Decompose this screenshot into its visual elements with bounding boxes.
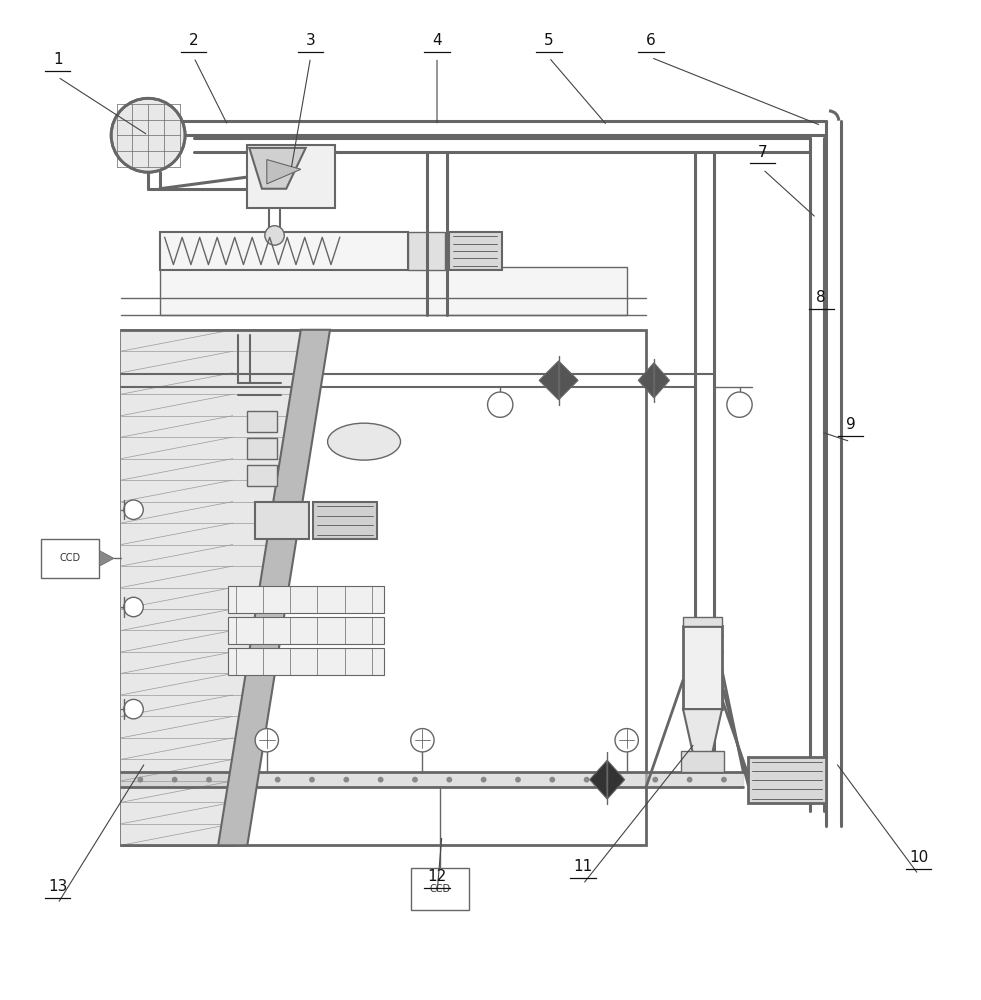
Bar	[683, 617, 722, 626]
Bar	[247, 465, 277, 486]
Circle shape	[265, 226, 284, 245]
Circle shape	[652, 777, 658, 783]
Polygon shape	[121, 330, 320, 845]
Text: 10: 10	[908, 850, 928, 865]
Circle shape	[124, 500, 143, 519]
Bar	[228, 648, 384, 675]
Polygon shape	[683, 709, 722, 753]
Bar	[411, 868, 469, 910]
Bar	[681, 751, 724, 772]
Polygon shape	[607, 760, 625, 799]
Polygon shape	[639, 363, 654, 398]
Text: 13: 13	[48, 879, 68, 894]
Bar	[41, 539, 99, 578]
Circle shape	[721, 777, 727, 783]
Circle shape	[137, 777, 143, 783]
Text: 7: 7	[758, 145, 768, 160]
Bar	[121, 330, 646, 845]
Circle shape	[255, 729, 279, 752]
Bar	[749, 757, 826, 803]
Text: 9: 9	[846, 417, 855, 432]
Polygon shape	[558, 361, 578, 400]
Bar	[247, 145, 335, 208]
Text: CCD: CCD	[60, 553, 80, 563]
Polygon shape	[654, 363, 669, 398]
Polygon shape	[99, 551, 114, 566]
Circle shape	[240, 777, 246, 783]
Circle shape	[584, 777, 590, 783]
Circle shape	[515, 777, 521, 783]
Bar	[683, 626, 722, 709]
Bar	[160, 232, 408, 270]
Text: 5: 5	[544, 33, 553, 48]
Text: 4: 4	[433, 33, 441, 48]
Circle shape	[111, 98, 185, 172]
Text: 6: 6	[646, 33, 656, 48]
Bar	[247, 438, 277, 459]
Circle shape	[275, 777, 281, 783]
Bar	[160, 267, 627, 315]
Circle shape	[343, 777, 349, 783]
Text: CCD: CCD	[430, 884, 450, 894]
Bar	[228, 586, 384, 613]
Bar	[247, 411, 277, 432]
Polygon shape	[590, 760, 607, 799]
Circle shape	[172, 777, 178, 783]
Text: 3: 3	[306, 33, 316, 48]
Polygon shape	[218, 330, 330, 845]
Circle shape	[488, 392, 513, 417]
Circle shape	[378, 777, 384, 783]
Circle shape	[309, 777, 315, 783]
Circle shape	[618, 777, 624, 783]
Bar	[314, 502, 377, 539]
Circle shape	[615, 729, 639, 752]
Bar	[408, 232, 444, 270]
Circle shape	[481, 777, 487, 783]
Polygon shape	[249, 148, 306, 189]
Circle shape	[124, 699, 143, 719]
Circle shape	[412, 777, 418, 783]
Text: 8: 8	[816, 290, 826, 305]
Circle shape	[411, 729, 434, 752]
Text: 1: 1	[53, 52, 63, 67]
Bar	[448, 232, 502, 270]
Circle shape	[549, 777, 555, 783]
Circle shape	[687, 777, 693, 783]
Bar	[228, 617, 384, 644]
Circle shape	[727, 392, 752, 417]
Polygon shape	[267, 160, 301, 184]
Text: 11: 11	[573, 859, 593, 874]
Text: 12: 12	[428, 869, 446, 884]
Circle shape	[446, 777, 452, 783]
Polygon shape	[540, 361, 558, 400]
Text: 2: 2	[189, 33, 198, 48]
Circle shape	[124, 597, 143, 617]
Bar	[255, 502, 309, 539]
Circle shape	[206, 777, 212, 783]
Ellipse shape	[328, 423, 400, 460]
